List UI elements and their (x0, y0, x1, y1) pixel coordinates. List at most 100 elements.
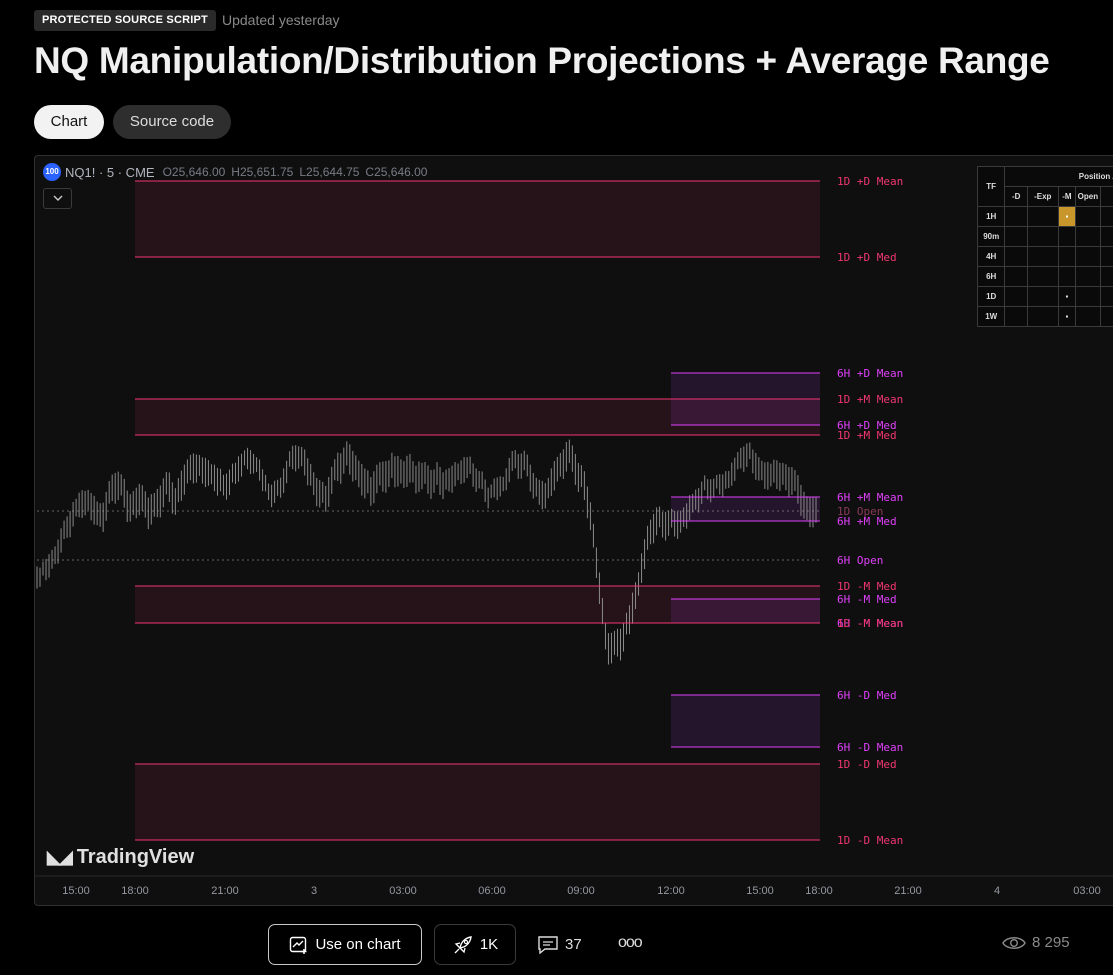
level-label: 1D +D Med (837, 251, 897, 264)
table-row: 1H ▪ (976, 206, 1113, 227)
table-cell (1004, 206, 1028, 227)
table-cell (1004, 226, 1028, 247)
table-cell (1026, 246, 1059, 267)
table-cell (1004, 286, 1028, 307)
tradingview-mark-icon: ◣◢ (47, 847, 73, 867)
time-axis-label: 03:00 (1073, 885, 1101, 897)
collapse-legend-button[interactable] (43, 188, 72, 209)
time-axis-label: 4 (994, 885, 1000, 897)
table-header-d: -D (1004, 186, 1028, 207)
chart-add-icon (290, 936, 307, 954)
table-header-tf: TF (976, 166, 1006, 207)
ohlc-open: O25,646.00 (162, 165, 226, 179)
table-header-extra (1099, 186, 1113, 207)
table-row: 1W ▪ (976, 306, 1113, 327)
more-options-button[interactable]: ooo (618, 934, 643, 951)
level-label: 1D +M Mean (837, 393, 903, 406)
comment-icon (538, 936, 558, 954)
table-cell (1004, 306, 1028, 327)
level-label: 6H -M Med (837, 593, 897, 606)
rocket-icon (454, 935, 472, 953)
symbol-name[interactable]: NQ1! · 5 · CME (65, 164, 155, 180)
level-label: 6H Open (837, 554, 883, 567)
level-zone (671, 695, 820, 747)
table-tf-cell: 1W (976, 306, 1006, 327)
level-label: 6H +M Med (837, 515, 897, 528)
level-label: 6H +M Mean (837, 491, 903, 504)
table-cell (1099, 246, 1113, 267)
page-title: NQ Manipulation/Distribution Projections… (34, 40, 1050, 81)
updated-text: Updated yesterday (222, 12, 340, 28)
table-cell (1004, 246, 1028, 267)
comment-count: 37 (565, 935, 582, 953)
tab-chart[interactable]: Chart (34, 105, 104, 139)
table-header-m: -M (1057, 186, 1077, 207)
table-cell (1057, 246, 1077, 267)
table-header-exp: -Exp (1026, 186, 1059, 207)
table-cell (1026, 226, 1059, 247)
table-cell (1026, 206, 1059, 227)
level-label: 1D Open (837, 505, 883, 518)
table-cell (1075, 286, 1101, 307)
level-zone (671, 599, 820, 623)
level-label: 1D -D Mean (837, 834, 903, 847)
use-on-chart-button[interactable]: Use on chart (268, 924, 422, 965)
table-row: 1D ▪ (976, 286, 1113, 307)
table-cell (1075, 306, 1101, 327)
level-label: 6H +D Med (837, 419, 897, 432)
boost-button[interactable]: 1K (434, 924, 516, 965)
table-cell (1099, 266, 1113, 287)
level-zone (135, 181, 820, 257)
level-label: 1D +D Mean (837, 175, 903, 188)
time-axis-label: 09:00 (567, 885, 595, 897)
table-cell (1004, 266, 1028, 287)
time-axis-label: 03:00 (389, 885, 417, 897)
time-axis-label: 18:00 (121, 885, 149, 897)
time-axis-label: 21:00 (211, 885, 239, 897)
eye-icon (1002, 936, 1026, 949)
table-row: 6H (976, 266, 1113, 287)
level-label: 6H +D Mean (837, 367, 903, 380)
level-label: 6H -D Med (837, 689, 897, 702)
comments-button[interactable]: 37 (537, 934, 582, 954)
symbol-logo-icon: 100 (43, 163, 61, 181)
chevron-down-icon (53, 195, 62, 201)
level-label: 6H -M Mean (837, 617, 903, 630)
time-axis-label: 15:00 (62, 885, 90, 897)
table-cell (1057, 266, 1077, 287)
level-label: 1D -M Mean (837, 617, 903, 630)
level-zone (135, 764, 820, 840)
table-tf-cell: 4H (976, 246, 1006, 267)
views-count: 8 295 (1032, 934, 1070, 951)
time-axis-label: 3 (311, 885, 317, 897)
table-cell: ▪ (1057, 286, 1077, 307)
tab-source-code[interactable]: Source code (113, 105, 231, 139)
table-super-header: Position A (1004, 166, 1113, 187)
table-cell: ▪ (1057, 206, 1077, 227)
table-header-open: Open (1075, 186, 1101, 207)
table-cell (1099, 226, 1113, 247)
level-label: 1D +M Med (837, 429, 897, 442)
table-cell (1075, 226, 1101, 247)
level-zone (135, 399, 820, 435)
time-axis-label: 18:00 (805, 885, 833, 897)
time-axis-label: 06:00 (478, 885, 506, 897)
table-cell (1026, 306, 1059, 327)
position-status-table: TF Position A -D -Exp -M Open 1H ▪ 90m4H6H… (976, 166, 1113, 327)
table-cell (1075, 246, 1101, 267)
chart-panel[interactable]: 1D +D Mean 1D +D Med 6H +D Mean 1D +M Mean 6… (34, 155, 1113, 906)
ohlc-close: C25,646.00 (365, 165, 428, 179)
time-axis-label: 15:00 (746, 885, 774, 897)
level-label: 1D -M Med (837, 580, 897, 593)
time-axis-label: 21:00 (894, 885, 922, 897)
table-cell (1026, 266, 1059, 287)
protected-source-badge: PROTECTED SOURCE SCRIPT (34, 10, 216, 31)
table-cell (1099, 206, 1113, 227)
table-cell (1075, 266, 1101, 287)
symbol-legend: 100 NQ1! · 5 · CME O25,646.00 H25,651.75… (43, 163, 433, 181)
views-count-display: 8 295 (1002, 934, 1070, 951)
time-axis-label: 12:00 (657, 885, 685, 897)
table-cell (1026, 286, 1059, 307)
price-chart[interactable]: 1D +D Mean 1D +D Med 6H +D Mean 1D +M Mean 6… (35, 156, 1113, 905)
table-tf-cell: 90m (976, 226, 1006, 247)
